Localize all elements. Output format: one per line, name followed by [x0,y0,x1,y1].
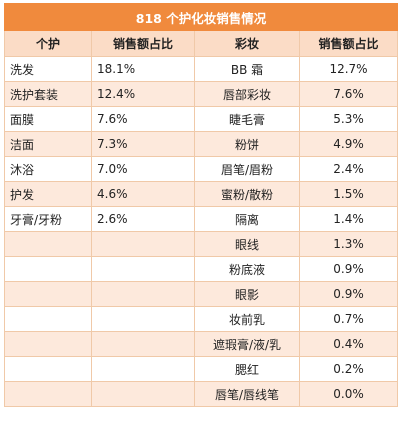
header-cosmetics: 彩妆 [194,30,300,57]
personal-care-item [4,256,92,282]
cosmetics-item: 唇部彩妆 [194,81,300,107]
personal-care-share [91,256,195,282]
personal-care-share: 12.4% [91,81,195,107]
cosmetics-share: 4.9% [298,131,399,157]
cosmetics-item: 妆前乳 [194,306,300,332]
table-row: 护发 4.6% 蜜粉/散粉 1.5% [4,181,399,207]
cosmetics-share: 0.9% [298,281,399,307]
personal-care-item: 面膜 [4,106,92,132]
cosmetics-item: 眉笔/眉粉 [194,156,300,182]
personal-care-share [91,281,195,307]
cosmetics-item: 眼影 [194,281,300,307]
cosmetics-share: 7.6% [298,81,399,107]
personal-care-item [4,381,92,407]
personal-care-share: 7.0% [91,156,195,182]
personal-care-item [4,281,92,307]
table-row: 腮红 0.2% [4,356,399,382]
personal-care-item: 沐浴 [4,156,92,182]
cosmetics-share: 0.9% [298,256,399,282]
table-row: 眼线 1.3% [4,231,399,257]
cosmetics-share: 1.4% [298,206,399,232]
cosmetics-share: 1.3% [298,231,399,257]
personal-care-item [4,231,92,257]
personal-care-share: 18.1% [91,56,195,82]
personal-care-item: 牙膏/牙粉 [4,206,92,232]
cosmetics-share: 0.4% [298,331,399,357]
cosmetics-item: 蜜粉/散粉 [194,181,300,207]
personal-care-item: 洗发 [4,56,92,82]
personal-care-item [4,356,92,382]
personal-care-share [91,306,195,332]
table-body: 洗发 18.1% BB 霜 12.7% 洗护套装 12.4% 唇部彩妆 7.6%… [4,56,399,407]
header-cosmetics-share: 销售额占比 [298,30,399,57]
cosmetics-item: 眼线 [194,231,300,257]
cosmetics-item: 睫毛膏 [194,106,300,132]
cosmetics-share: 12.7% [298,56,399,82]
personal-care-share: 7.3% [91,131,195,157]
table-row: 唇笔/唇线笔 0.0% [4,381,399,407]
sales-table: 818 个护化妆销售情况 个护 销售额占比 彩妆 销售额占比 洗发 18.1% … [3,3,399,407]
personal-care-share [91,231,195,257]
header-personal-share: 销售额占比 [91,30,195,57]
personal-care-share: 4.6% [91,181,195,207]
personal-care-share [91,381,195,407]
table-row: 洗护套装 12.4% 唇部彩妆 7.6% [4,81,399,107]
personal-care-share: 2.6% [91,206,195,232]
personal-care-item [4,331,92,357]
cosmetics-item: BB 霜 [194,56,300,82]
personal-care-share [91,356,195,382]
cosmetics-item: 腮红 [194,356,300,382]
cosmetics-share: 2.4% [298,156,399,182]
personal-care-item: 洗护套装 [4,81,92,107]
personal-care-item [4,306,92,332]
cosmetics-share: 5.3% [298,106,399,132]
table-title: 818 个护化妆销售情况 [3,3,399,31]
cosmetics-share: 0.2% [298,356,399,382]
personal-care-share: 7.6% [91,106,195,132]
table-row: 洗发 18.1% BB 霜 12.7% [4,56,399,82]
cosmetics-item: 粉饼 [194,131,300,157]
personal-care-share [91,331,195,357]
cosmetics-share: 0.0% [298,381,399,407]
table-row: 眼影 0.9% [4,281,399,307]
table-row: 面膜 7.6% 睫毛膏 5.3% [4,106,399,132]
header-personal-care: 个护 [4,30,92,57]
cosmetics-share: 0.7% [298,306,399,332]
personal-care-item: 护发 [4,181,92,207]
table-row: 沐浴 7.0% 眉笔/眉粉 2.4% [4,156,399,182]
cosmetics-share: 1.5% [298,181,399,207]
sales-table-container: 818 个护化妆销售情况 个护 销售额占比 彩妆 销售额占比 洗发 18.1% … [3,3,399,407]
personal-care-item: 洁面 [4,131,92,157]
cosmetics-item: 隔离 [194,206,300,232]
cosmetics-item: 唇笔/唇线笔 [194,381,300,407]
cosmetics-item: 遮瑕膏/液/乳 [194,331,300,357]
table-row: 粉底液 0.9% [4,256,399,282]
table-row: 牙膏/牙粉 2.6% 隔离 1.4% [4,206,399,232]
table-row: 遮瑕膏/液/乳 0.4% [4,331,399,357]
cosmetics-item: 粉底液 [194,256,300,282]
table-row: 妆前乳 0.7% [4,306,399,332]
table-row: 洁面 7.3% 粉饼 4.9% [4,131,399,157]
